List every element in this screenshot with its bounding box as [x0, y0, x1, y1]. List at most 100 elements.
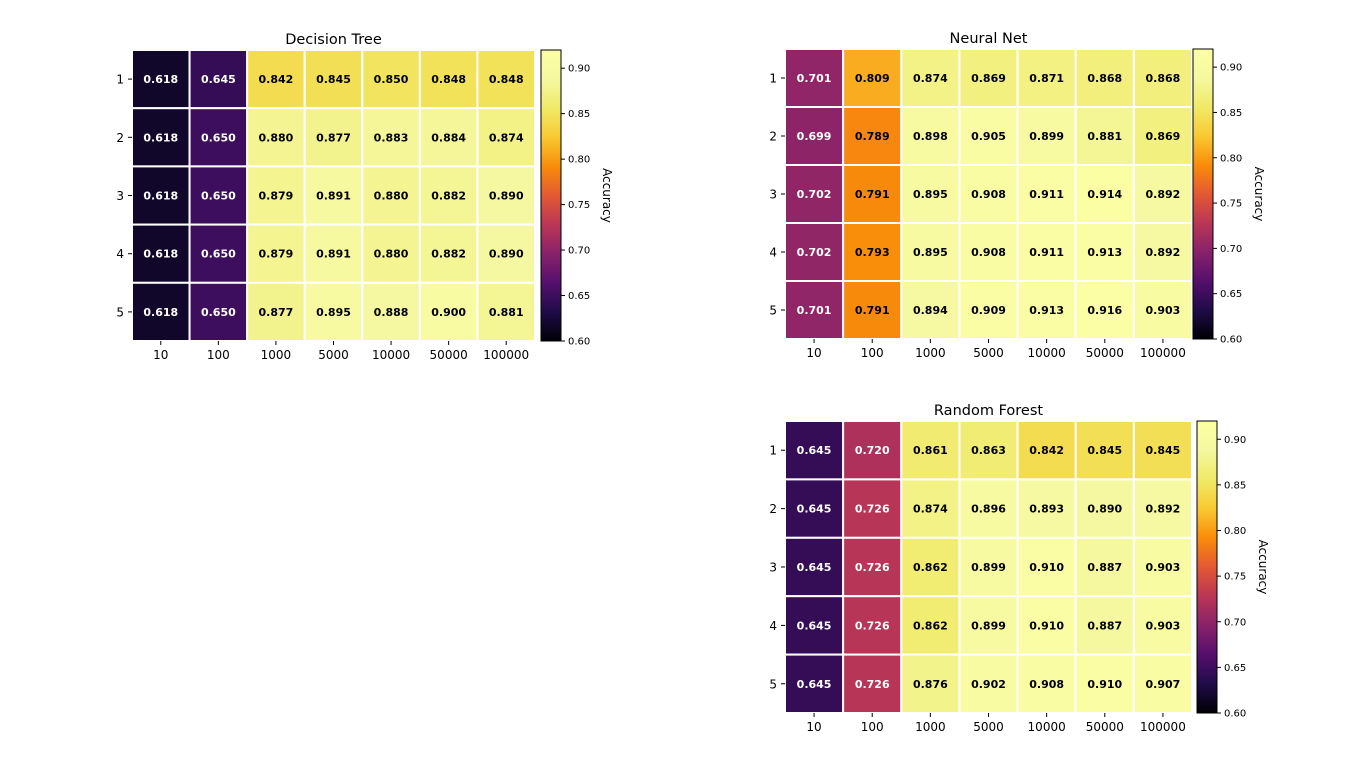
heatmap-cell	[1132, 164, 1194, 224]
heatmap-cell	[842, 106, 903, 166]
cell-value-label: 0.887	[1087, 619, 1122, 632]
heatmap-cell	[900, 48, 961, 108]
cell-value-label: 0.874	[913, 503, 948, 516]
cell-value-label: 0.726	[855, 503, 890, 516]
cell-value-label: 0.869	[971, 72, 1006, 85]
y-tick-label: 3	[769, 188, 777, 202]
colorbar-tick-label: 0.80	[1220, 153, 1242, 164]
colorbar-tick-label: 0.65	[568, 291, 590, 302]
cell-value-label: 0.899	[971, 561, 1006, 574]
cell-value-label: 0.908	[971, 246, 1006, 259]
colorbar-tick-label: 0.70	[1220, 244, 1242, 255]
colorbar-tick-label: 0.75	[1224, 572, 1246, 583]
heatmap-cell	[131, 223, 191, 284]
cell-value-label: 0.850	[374, 73, 409, 86]
colorbar: 0.60 0.65 0.70 0.75 0.80 0.85 0.90 Accuracy	[1196, 420, 1270, 720]
heatmap-cell	[1132, 48, 1194, 108]
heatmap-cell	[1016, 478, 1077, 539]
colorbar-tick-label: 0.60	[1220, 335, 1242, 346]
cell-value-label: 0.899	[1029, 130, 1064, 143]
colorbar-tick-label: 0.80	[1224, 526, 1246, 537]
heatmap-cell	[784, 653, 845, 714]
heatmap-cell	[476, 107, 536, 168]
x-tick-label: 10000	[372, 348, 410, 362]
heatmap-cell	[784, 536, 845, 598]
heatmap-cell	[958, 48, 1019, 108]
cell-value-label: 0.893	[1029, 503, 1064, 516]
cell-value-label: 0.890	[489, 190, 524, 203]
heatmap-cell	[1016, 536, 1077, 598]
colorbar-tick-label: 0.85	[568, 109, 590, 120]
cell-value-label: 0.911	[1029, 188, 1064, 201]
cell-value-label: 0.726	[855, 619, 890, 632]
colorbar-tick-label: 0.65	[1224, 663, 1246, 674]
cell-value-label: 0.880	[374, 248, 409, 261]
heatmap-cell	[842, 595, 903, 656]
cell-value-label: 0.894	[913, 304, 948, 317]
x-tick-label: 100000	[1140, 346, 1186, 360]
cell-value-label: 0.726	[855, 678, 890, 691]
colorbar-label: Accuracy	[1256, 540, 1270, 595]
x-tick-label: 100000	[483, 348, 529, 362]
heatmap-cell	[842, 536, 903, 598]
cell-value-label: 0.845	[316, 73, 351, 86]
y-tick-label: 1	[116, 73, 124, 87]
heatmap-cell	[1016, 48, 1077, 108]
cell-value-label: 0.726	[855, 561, 890, 574]
cell-value-label: 0.645	[797, 678, 832, 691]
colorbar-label: Accuracy	[600, 168, 614, 223]
cell-value-label: 0.869	[1146, 130, 1181, 143]
cell-value-label: 0.645	[797, 444, 832, 457]
heatmap-cell	[958, 106, 1019, 166]
heatmap-cell	[1132, 420, 1194, 481]
cell-value-label: 0.890	[1087, 503, 1122, 516]
heatmap-cell	[188, 223, 249, 284]
colorbar-tick-label: 0.75	[1220, 199, 1242, 210]
cell-value-label: 0.861	[913, 444, 948, 457]
cell-value-label: 0.903	[1146, 561, 1181, 574]
colorbar-tick-label: 0.60	[1224, 709, 1246, 720]
cell-value-label: 0.910	[1029, 619, 1064, 632]
cell-value-label: 0.882	[431, 190, 466, 203]
chart-title: Random Forest	[934, 403, 1043, 419]
heatmap-cell	[361, 165, 421, 226]
cell-value-label: 0.650	[201, 248, 236, 261]
cell-value-label: 0.650	[201, 306, 236, 319]
heatmap-cell	[246, 281, 306, 342]
chart-title: Decision Tree	[285, 32, 382, 48]
cell-value-label: 0.908	[1029, 678, 1064, 691]
y-tick-label: 4	[769, 246, 777, 260]
colorbar-tick-label: 0.70	[1224, 617, 1246, 628]
heatmap-cell	[188, 165, 249, 226]
cell-value-label: 0.791	[855, 304, 890, 317]
cell-value-label: 0.888	[374, 306, 409, 319]
heatmap-cell	[418, 49, 479, 110]
heatmap-cell	[784, 164, 845, 224]
heatmap-cell	[1074, 164, 1135, 224]
heatmap-cell	[1132, 222, 1194, 282]
cell-value-label: 0.645	[797, 561, 832, 574]
x-tick-label: 50000	[430, 348, 468, 362]
heatmap-cell	[1016, 420, 1077, 481]
cell-value-label: 0.892	[1146, 246, 1181, 259]
cell-value-label: 0.699	[797, 130, 832, 143]
cell-value-label: 0.618	[143, 190, 178, 203]
cell-value-label: 0.650	[201, 131, 236, 144]
colorbar-tick-label: 0.60	[568, 337, 590, 348]
heatmap-cell	[1074, 280, 1135, 340]
cell-value-label: 0.884	[431, 131, 466, 144]
heatmap-cell	[842, 164, 903, 224]
heatmap-cell	[246, 107, 306, 168]
cell-value-label: 0.903	[1146, 619, 1181, 632]
colorbar-tick-label: 0.90	[1220, 63, 1242, 74]
cell-value-label: 0.645	[201, 73, 236, 86]
cell-value-label: 0.896	[971, 503, 1006, 516]
x-tick-label: 50000	[1086, 720, 1124, 734]
cell-value-label: 0.895	[913, 188, 948, 201]
colorbar: 0.60 0.65 0.70 0.75 0.80 0.85 0.90 Accuracy	[540, 49, 614, 348]
cell-value-label: 0.876	[913, 678, 948, 691]
x-tick-label: 10000	[1028, 720, 1066, 734]
cell-value-label: 0.892	[1146, 188, 1181, 201]
cell-value-label: 0.879	[259, 248, 294, 261]
